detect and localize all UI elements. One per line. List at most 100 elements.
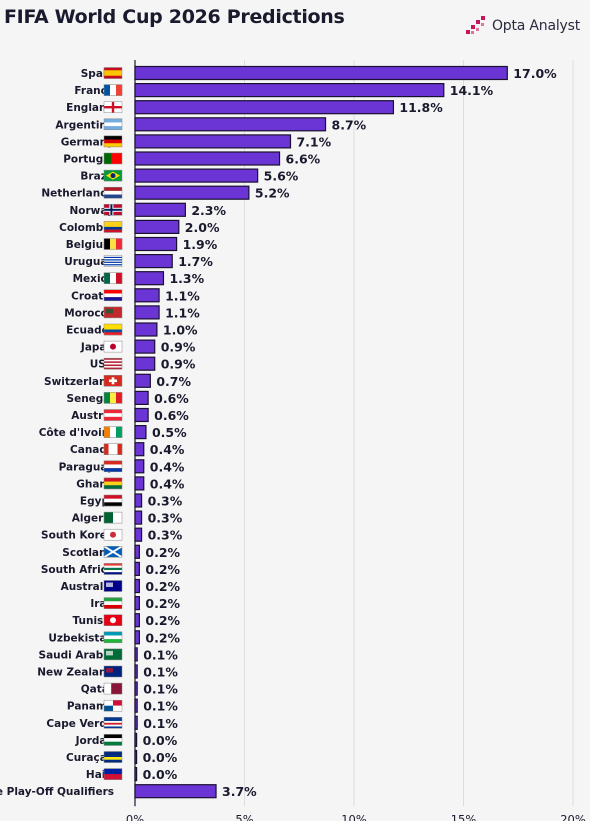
- value-label: 0.2%: [145, 630, 180, 645]
- iran-flag-icon: [103, 597, 123, 609]
- jordan-flag-icon: [103, 734, 123, 746]
- cape-verde-flag-icon: [103, 717, 123, 729]
- value-label: 1.1%: [165, 288, 200, 303]
- country-label: Scotland: [62, 547, 114, 559]
- country-label: Ecuador: [66, 325, 115, 337]
- bar: [134, 784, 217, 799]
- bar: [134, 647, 138, 662]
- australia-flag-icon: [103, 580, 123, 592]
- bar: [134, 202, 186, 217]
- country-label: Senegal: [67, 393, 114, 405]
- value-label: 0.3%: [148, 511, 183, 526]
- portugal-flag-icon: [103, 152, 123, 165]
- value-label: 0.4%: [150, 442, 185, 457]
- country-label: South Korea: [41, 530, 114, 542]
- bar: [134, 698, 138, 713]
- bar: [134, 117, 327, 132]
- value-label: 7.1%: [296, 134, 331, 149]
- bar: [134, 459, 145, 474]
- bar: [134, 510, 143, 525]
- value-label: 5.2%: [255, 186, 290, 201]
- austria-flag-icon: [103, 409, 123, 421]
- value-label: 0.6%: [154, 408, 189, 423]
- bar: [134, 339, 156, 354]
- brand-name: Opta Analyst: [491, 18, 580, 34]
- norway-flag-icon: [103, 204, 123, 216]
- bar: [134, 476, 145, 491]
- value-label: 1.0%: [163, 323, 198, 338]
- country-label: Germany: [61, 136, 114, 148]
- switzerland-flag-icon: [103, 375, 123, 387]
- bar: [134, 185, 250, 200]
- germany-flag-icon: [103, 135, 123, 148]
- value-label: 0.9%: [161, 340, 196, 355]
- spain-flag-icon: [103, 67, 123, 79]
- bar: [134, 544, 140, 559]
- country-label: Panama: [67, 701, 114, 713]
- value-label: 0.1%: [143, 682, 178, 697]
- bar: [134, 322, 158, 337]
- value-label: 0.2%: [145, 562, 180, 577]
- bar: [134, 151, 281, 166]
- uzbekistan-flag-icon: [103, 631, 123, 644]
- tunisia-flag-icon: [103, 614, 123, 626]
- value-label: 0.0%: [143, 750, 178, 765]
- mexico-flag-icon: [103, 272, 123, 284]
- country-label: Algeria: [72, 513, 114, 525]
- ecuador-flag-icon: [103, 323, 123, 336]
- bar: [134, 254, 173, 269]
- country-label: Tunisia: [73, 615, 115, 627]
- brand-logo: Opta Analyst: [465, 16, 580, 36]
- country-label: Portugal: [63, 154, 114, 166]
- x-tick-label: 20%: [560, 812, 586, 821]
- bar: [134, 732, 138, 748]
- japan-flag-icon: [103, 340, 123, 353]
- value-label: 5.6%: [264, 169, 299, 184]
- croatia-flag-icon: [103, 289, 123, 302]
- england-flag-icon: [103, 101, 123, 113]
- country-label: One of the Play-Off Qualifiers: [0, 786, 114, 798]
- value-label: 0.9%: [161, 357, 196, 372]
- bar: [134, 613, 140, 628]
- south-korea-flag-icon: [103, 528, 123, 541]
- scotland-flag-icon: [103, 545, 123, 559]
- algeria-flag-icon: [103, 511, 123, 524]
- canada-flag-icon: [103, 443, 123, 455]
- value-label: 0.1%: [143, 665, 178, 680]
- bar: [134, 134, 292, 149]
- colombia-flag-icon: [103, 221, 123, 233]
- argentina-flag-icon: [103, 118, 123, 131]
- value-label: 0.3%: [148, 528, 183, 543]
- value-label: 8.7%: [332, 117, 367, 132]
- bar: [134, 356, 156, 371]
- value-label: 0.4%: [150, 476, 185, 491]
- value-label: 0.0%: [143, 733, 178, 748]
- bar: [134, 681, 138, 696]
- value-label: 0.2%: [145, 579, 180, 594]
- belgium-flag-icon: [103, 238, 123, 250]
- country-label: Saudi Arabia: [39, 649, 114, 661]
- bar: [134, 271, 165, 286]
- bar: [134, 493, 143, 508]
- country-label: Netherlands: [41, 188, 114, 200]
- country-label: Morocco: [64, 307, 114, 319]
- value-label: 1.1%: [165, 305, 200, 320]
- country-label: Côte d'Ivoire: [39, 427, 114, 439]
- bar: [134, 715, 138, 730]
- value-label: 0.2%: [145, 613, 180, 628]
- qatar-flag-icon: [103, 682, 123, 695]
- country-label: South Africa: [41, 564, 114, 576]
- bar: [134, 630, 140, 645]
- country-label: Switzerland: [44, 376, 114, 388]
- egypt-flag-icon: [103, 494, 123, 507]
- bar: [134, 288, 160, 303]
- bar: [134, 595, 140, 611]
- country-label: Curaçao: [66, 752, 114, 764]
- value-label: 0.0%: [143, 767, 178, 782]
- country-label: Canada: [70, 444, 114, 456]
- country-label: Cape Verde: [46, 718, 114, 730]
- country-label: England: [66, 102, 114, 114]
- bar: [134, 578, 140, 594]
- value-label: 14.1%: [450, 83, 494, 98]
- value-label: 0.1%: [143, 716, 178, 731]
